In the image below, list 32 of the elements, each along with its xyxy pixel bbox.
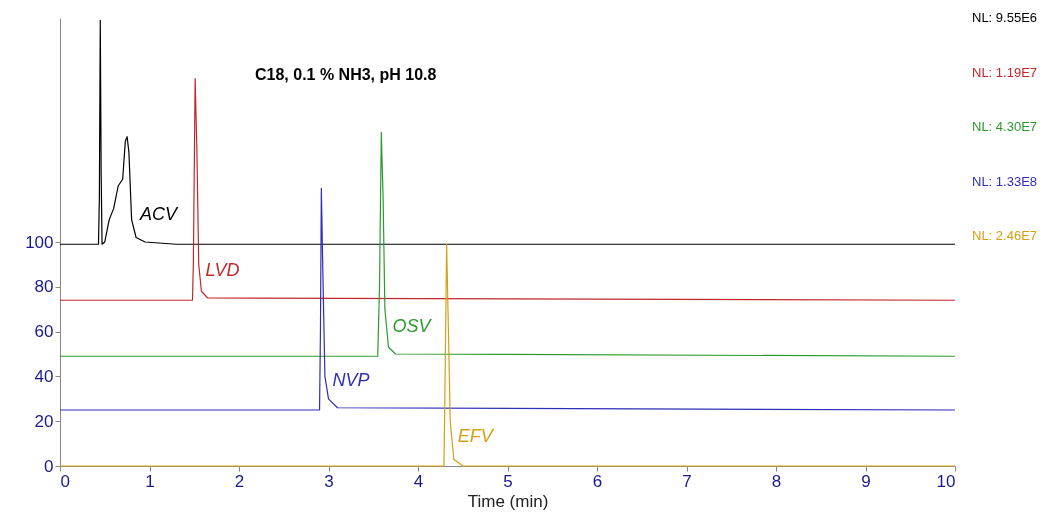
series-label: ACV <box>139 204 180 225</box>
x-tick-label: 6 <box>592 471 603 491</box>
x-tick-label: 8 <box>771 471 782 491</box>
series-label: OSV <box>392 316 433 337</box>
text: C18, 0.1 % NH3, pH 10.8 <box>255 66 437 83</box>
x-tick-label: 10 <box>936 471 956 491</box>
text: NL: 1.33E8 <box>972 173 1038 189</box>
y-tick-label: 100 <box>25 232 54 252</box>
x-tick-label: 0 <box>60 471 70 491</box>
series-label: LVD <box>205 260 240 281</box>
x-axis-title: Time (min) <box>467 491 549 511</box>
text: NL: 2.46E7 <box>972 228 1038 243</box>
y-tick-label: 80 <box>34 277 54 297</box>
x-tick-label: 4 <box>413 471 424 491</box>
x-tick-label: 5 <box>503 471 513 491</box>
x-tick-label: 1 <box>145 471 155 491</box>
x-tick-label: 3 <box>324 471 334 491</box>
x-tick-label: 7 <box>682 471 692 491</box>
y-tick-label: 60 <box>34 322 54 342</box>
series-label: EFV <box>457 425 495 446</box>
line-series <box>59 131 956 357</box>
y-tick-label: 20 <box>34 411 54 431</box>
series-label: NVP <box>332 369 370 390</box>
x-tick-label: 2 <box>234 471 245 491</box>
line-series <box>59 19 956 245</box>
line-series <box>59 187 956 411</box>
x-tick-label: 9 <box>861 471 871 491</box>
text: NL: 1.19E7 <box>972 64 1038 80</box>
text: NL: 9.55E6 <box>972 10 1038 25</box>
text: NL: 4.30E7 <box>972 119 1038 134</box>
y-tick-label: 0 <box>44 456 54 476</box>
y-tick-label: 40 <box>34 366 54 386</box>
